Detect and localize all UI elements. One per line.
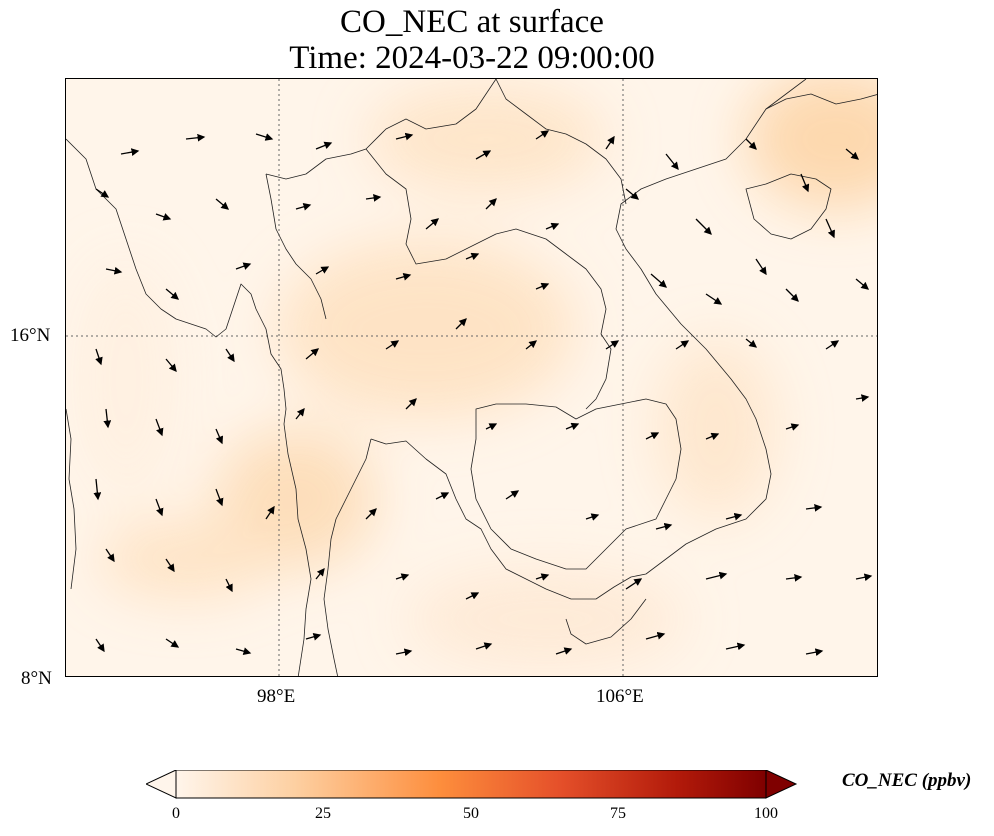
colorbar-max-extend [765,770,798,799]
lat-label-16n: 16°N [10,325,51,346]
map-panel [65,78,878,677]
map-time-subtitle: Time: 2024-03-22 09:00:00 [289,40,655,76]
colorbar-tick-75: 75 [610,805,626,822]
wind-vectors [93,130,873,657]
colorbar-tick-25: 25 [315,805,331,822]
lat-label-8n: 8°N [21,668,52,689]
colorbar-tick-100: 100 [754,805,778,822]
lon-label-106e: 106°E [596,686,644,707]
colorbar-title: CO_NEC (ppbv) [842,770,972,791]
colorbar-tick-0: 0 [172,805,180,822]
graticule [66,79,877,676]
map-title: CO_NEC at surface [340,4,604,40]
colorbar-gradient [175,770,767,799]
colorbar [146,770,798,799]
map-canvas [66,79,877,676]
colorbar-tick-50: 50 [463,805,479,822]
coastlines-and-borders [66,79,877,676]
lon-label-98e: 98°E [257,686,296,707]
colorbar-min-extend [146,770,177,799]
